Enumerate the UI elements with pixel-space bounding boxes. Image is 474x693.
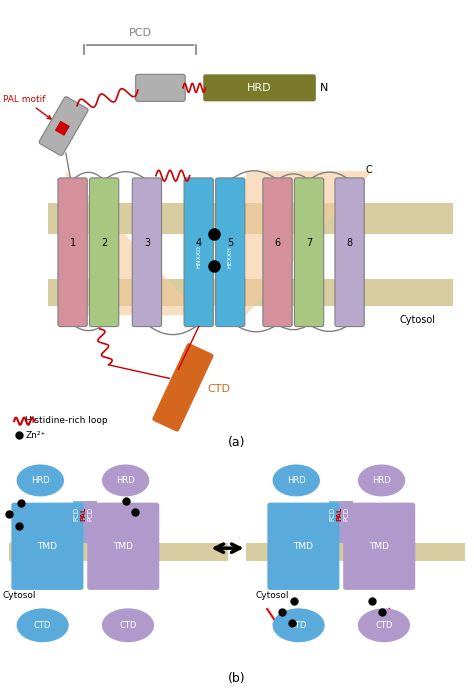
FancyBboxPatch shape bbox=[48, 202, 453, 234]
Ellipse shape bbox=[358, 464, 405, 496]
Text: HRD: HRD bbox=[247, 83, 272, 93]
Text: PCD: PCD bbox=[74, 507, 80, 521]
Text: PCD: PCD bbox=[87, 507, 93, 521]
FancyBboxPatch shape bbox=[184, 178, 213, 326]
Text: 3: 3 bbox=[144, 238, 150, 248]
FancyBboxPatch shape bbox=[58, 178, 87, 326]
Text: CTD: CTD bbox=[290, 621, 307, 630]
Ellipse shape bbox=[273, 464, 320, 496]
Ellipse shape bbox=[273, 608, 325, 642]
FancyBboxPatch shape bbox=[48, 279, 453, 306]
Text: PCD: PCD bbox=[128, 28, 152, 38]
Text: TMD: TMD bbox=[113, 542, 133, 551]
Ellipse shape bbox=[102, 464, 149, 496]
Bar bbox=[9, 543, 228, 561]
Ellipse shape bbox=[17, 608, 69, 642]
FancyBboxPatch shape bbox=[87, 502, 159, 590]
FancyBboxPatch shape bbox=[335, 178, 364, 326]
FancyBboxPatch shape bbox=[152, 343, 214, 432]
Text: 4: 4 bbox=[196, 238, 202, 248]
Text: (b): (b) bbox=[228, 672, 246, 685]
FancyBboxPatch shape bbox=[337, 501, 353, 543]
Text: Histidine-rich loop: Histidine-rich loop bbox=[25, 416, 108, 426]
Text: 5: 5 bbox=[227, 238, 233, 248]
Text: C: C bbox=[365, 166, 372, 175]
FancyBboxPatch shape bbox=[90, 178, 119, 326]
Text: 1: 1 bbox=[70, 238, 76, 248]
FancyBboxPatch shape bbox=[329, 501, 353, 543]
Text: 7: 7 bbox=[306, 238, 312, 248]
Text: PAL: PAL bbox=[337, 507, 342, 521]
Text: 6: 6 bbox=[274, 238, 281, 248]
Text: Zn²⁺: Zn²⁺ bbox=[25, 431, 46, 440]
Text: TMD: TMD bbox=[37, 542, 57, 551]
FancyBboxPatch shape bbox=[294, 178, 324, 326]
FancyBboxPatch shape bbox=[203, 74, 316, 101]
Text: CTD: CTD bbox=[375, 621, 392, 630]
Text: PAL: PAL bbox=[81, 507, 86, 521]
Polygon shape bbox=[66, 171, 201, 315]
Text: HRD: HRD bbox=[372, 476, 391, 485]
Text: CTD: CTD bbox=[119, 621, 137, 630]
Text: 8: 8 bbox=[346, 238, 353, 248]
Bar bbox=[246, 543, 465, 561]
Text: HRD: HRD bbox=[287, 476, 306, 485]
Text: Cytosol: Cytosol bbox=[256, 590, 290, 599]
Ellipse shape bbox=[17, 464, 64, 496]
FancyBboxPatch shape bbox=[73, 501, 97, 543]
Text: TMD: TMD bbox=[369, 542, 389, 551]
Text: CTD: CTD bbox=[34, 621, 51, 630]
Text: PAL motif: PAL motif bbox=[3, 95, 51, 119]
Text: HRD: HRD bbox=[31, 476, 50, 485]
FancyBboxPatch shape bbox=[55, 121, 70, 136]
FancyBboxPatch shape bbox=[11, 502, 83, 590]
Text: HNXXD: HNXXD bbox=[196, 245, 201, 268]
Text: HRD: HRD bbox=[116, 476, 135, 485]
Text: CTD: CTD bbox=[208, 384, 231, 394]
FancyBboxPatch shape bbox=[136, 74, 185, 101]
Ellipse shape bbox=[358, 608, 410, 642]
FancyBboxPatch shape bbox=[263, 178, 292, 326]
Text: PCD: PCD bbox=[343, 507, 349, 521]
Text: HEXXH: HEXXH bbox=[228, 246, 233, 267]
FancyBboxPatch shape bbox=[39, 97, 88, 155]
FancyBboxPatch shape bbox=[343, 502, 415, 590]
Polygon shape bbox=[246, 171, 372, 315]
Text: TMD: TMD bbox=[293, 542, 313, 551]
FancyBboxPatch shape bbox=[267, 502, 339, 590]
Ellipse shape bbox=[102, 608, 154, 642]
FancyBboxPatch shape bbox=[81, 501, 97, 543]
Text: N: N bbox=[320, 83, 328, 93]
Text: PCD: PCD bbox=[330, 507, 336, 521]
Text: Cytosol: Cytosol bbox=[399, 315, 435, 325]
Text: Cytosol: Cytosol bbox=[2, 590, 36, 599]
Text: 2: 2 bbox=[101, 238, 107, 248]
FancyBboxPatch shape bbox=[216, 178, 245, 326]
FancyBboxPatch shape bbox=[132, 178, 162, 326]
Text: (a): (a) bbox=[228, 436, 246, 449]
